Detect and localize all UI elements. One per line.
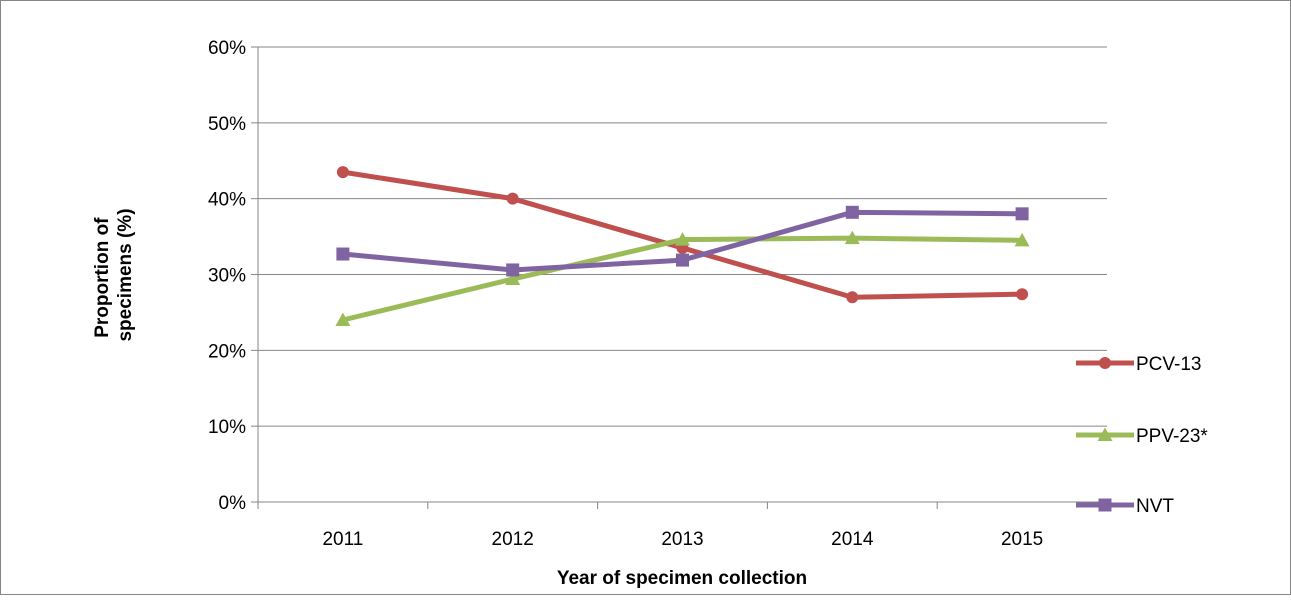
y-tick-label: 40%	[208, 190, 246, 211]
data-point-pcv-13	[846, 291, 859, 304]
y-tick-labels: 0% 10% 20% 30% 40% 50% 60%	[208, 38, 246, 514]
y-tick-label: 30%	[208, 266, 246, 287]
data-point-ppv-23	[505, 271, 521, 286]
legend-label-pcv-13: PCV-13	[1136, 354, 1201, 375]
data-point-pcv-13	[506, 192, 519, 205]
x-tick-label: 2013	[661, 529, 703, 550]
x-axis-title: Year of specimen collection	[557, 568, 807, 589]
x-tick-label: 2015	[1001, 529, 1043, 550]
legend-label-ppv-23: PPV-23*	[1136, 426, 1208, 447]
data-point-ppv-23	[1014, 232, 1030, 247]
data-point-nvt	[676, 253, 689, 267]
data-point-nvt	[845, 205, 859, 219]
y-tick-label: 10%	[208, 417, 246, 438]
x-tick-labels: 2011 2012 2013 2014 2015	[322, 529, 1043, 550]
x-tick-label: 2011	[322, 529, 363, 550]
y-tick-label: 50%	[208, 114, 246, 135]
legend-label-nvt: NVT	[1136, 496, 1174, 517]
y-tick-label: 0%	[219, 493, 247, 514]
gridlines	[258, 46, 1107, 427]
legend-marker-ppv-23	[1097, 427, 1113, 441]
data-point-nvt	[336, 247, 350, 261]
y-axis-title: Proportion of specimens (%)	[92, 208, 136, 341]
x-tick-label: 2012	[492, 529, 534, 550]
series	[335, 166, 1030, 326]
axes	[251, 46, 1108, 509]
y-tick-label: 20%	[208, 341, 246, 362]
data-point-ppv-23	[844, 230, 860, 245]
data-point-nvt	[1015, 207, 1029, 221]
data-point-ppv-23	[335, 312, 351, 326]
x-tick-label: 2014	[831, 529, 874, 550]
y-axis-title-line-1: Proportion of	[92, 217, 113, 338]
legend-marker-nvt	[1098, 498, 1112, 512]
data-point-nvt	[506, 263, 520, 277]
legend-marker-pcv-13	[1099, 357, 1111, 369]
data-point-pcv-13	[336, 166, 349, 179]
data-point-pcv-13	[1016, 288, 1029, 301]
legend: PCV-13 PPV-23* NVT	[1076, 354, 1208, 517]
y-tick-label: 60%	[208, 38, 246, 59]
data-point-ppv-23	[675, 232, 690, 246]
y-axis-title-line-2: specimens (%)	[115, 208, 136, 341]
